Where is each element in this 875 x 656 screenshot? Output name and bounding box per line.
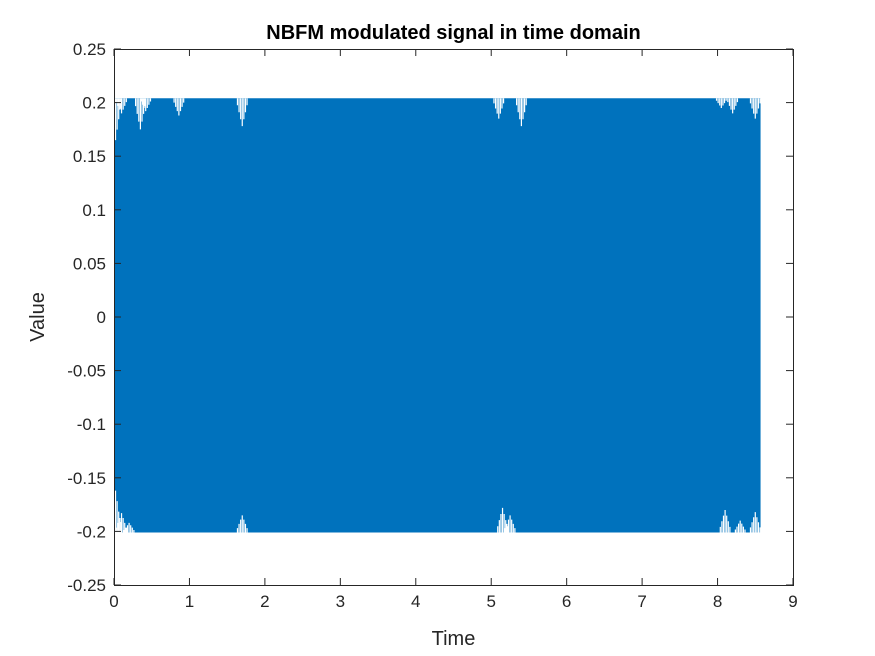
x-tick-label: 1: [185, 592, 194, 611]
x-axis: 0 1 2 3 4 5 6 7 8 9: [109, 49, 798, 611]
y-axis: 0.25 0.2 0.15 0.1 0.05 0 -0.05 -0.1 -0.15 -0.2 -0.…: [67, 40, 793, 595]
x-tick-label: 8: [713, 592, 722, 611]
x-axis-label: Time: [432, 628, 476, 650]
x-tick-label: 3: [336, 592, 345, 611]
x-tick-label: 4: [411, 592, 420, 611]
y-tick-label: 0.2: [82, 94, 106, 113]
x-tick-label: 9: [788, 592, 797, 611]
x-tick-label: 7: [637, 592, 646, 611]
y-axis-label: Value: [27, 292, 49, 342]
y-tick-label: 0.25: [73, 40, 106, 59]
x-tick-label: 2: [260, 592, 269, 611]
x-tick-label: 5: [486, 592, 495, 611]
x-tick-label: 6: [562, 592, 571, 611]
signal-lower-whiskers: [110, 490, 761, 533]
y-tick-label: -0.25: [67, 576, 106, 595]
y-tick-label: -0.2: [77, 522, 106, 541]
y-tick-label: 0.05: [73, 254, 106, 273]
x-tick-label: 0: [109, 592, 118, 611]
y-tick-label: 0.1: [82, 201, 106, 220]
y-tick-label: 0.15: [73, 147, 106, 166]
y-tick-label: -0.1: [77, 415, 106, 434]
signal-upper-whiskers: [110, 98, 761, 141]
y-tick-label: -0.05: [67, 362, 106, 381]
y-tick-label: -0.15: [67, 469, 106, 488]
y-tick-label: 0: [97, 308, 106, 327]
signal-band: [114, 98, 761, 533]
chart-title: NBFM modulated signal in time domain: [266, 22, 640, 44]
